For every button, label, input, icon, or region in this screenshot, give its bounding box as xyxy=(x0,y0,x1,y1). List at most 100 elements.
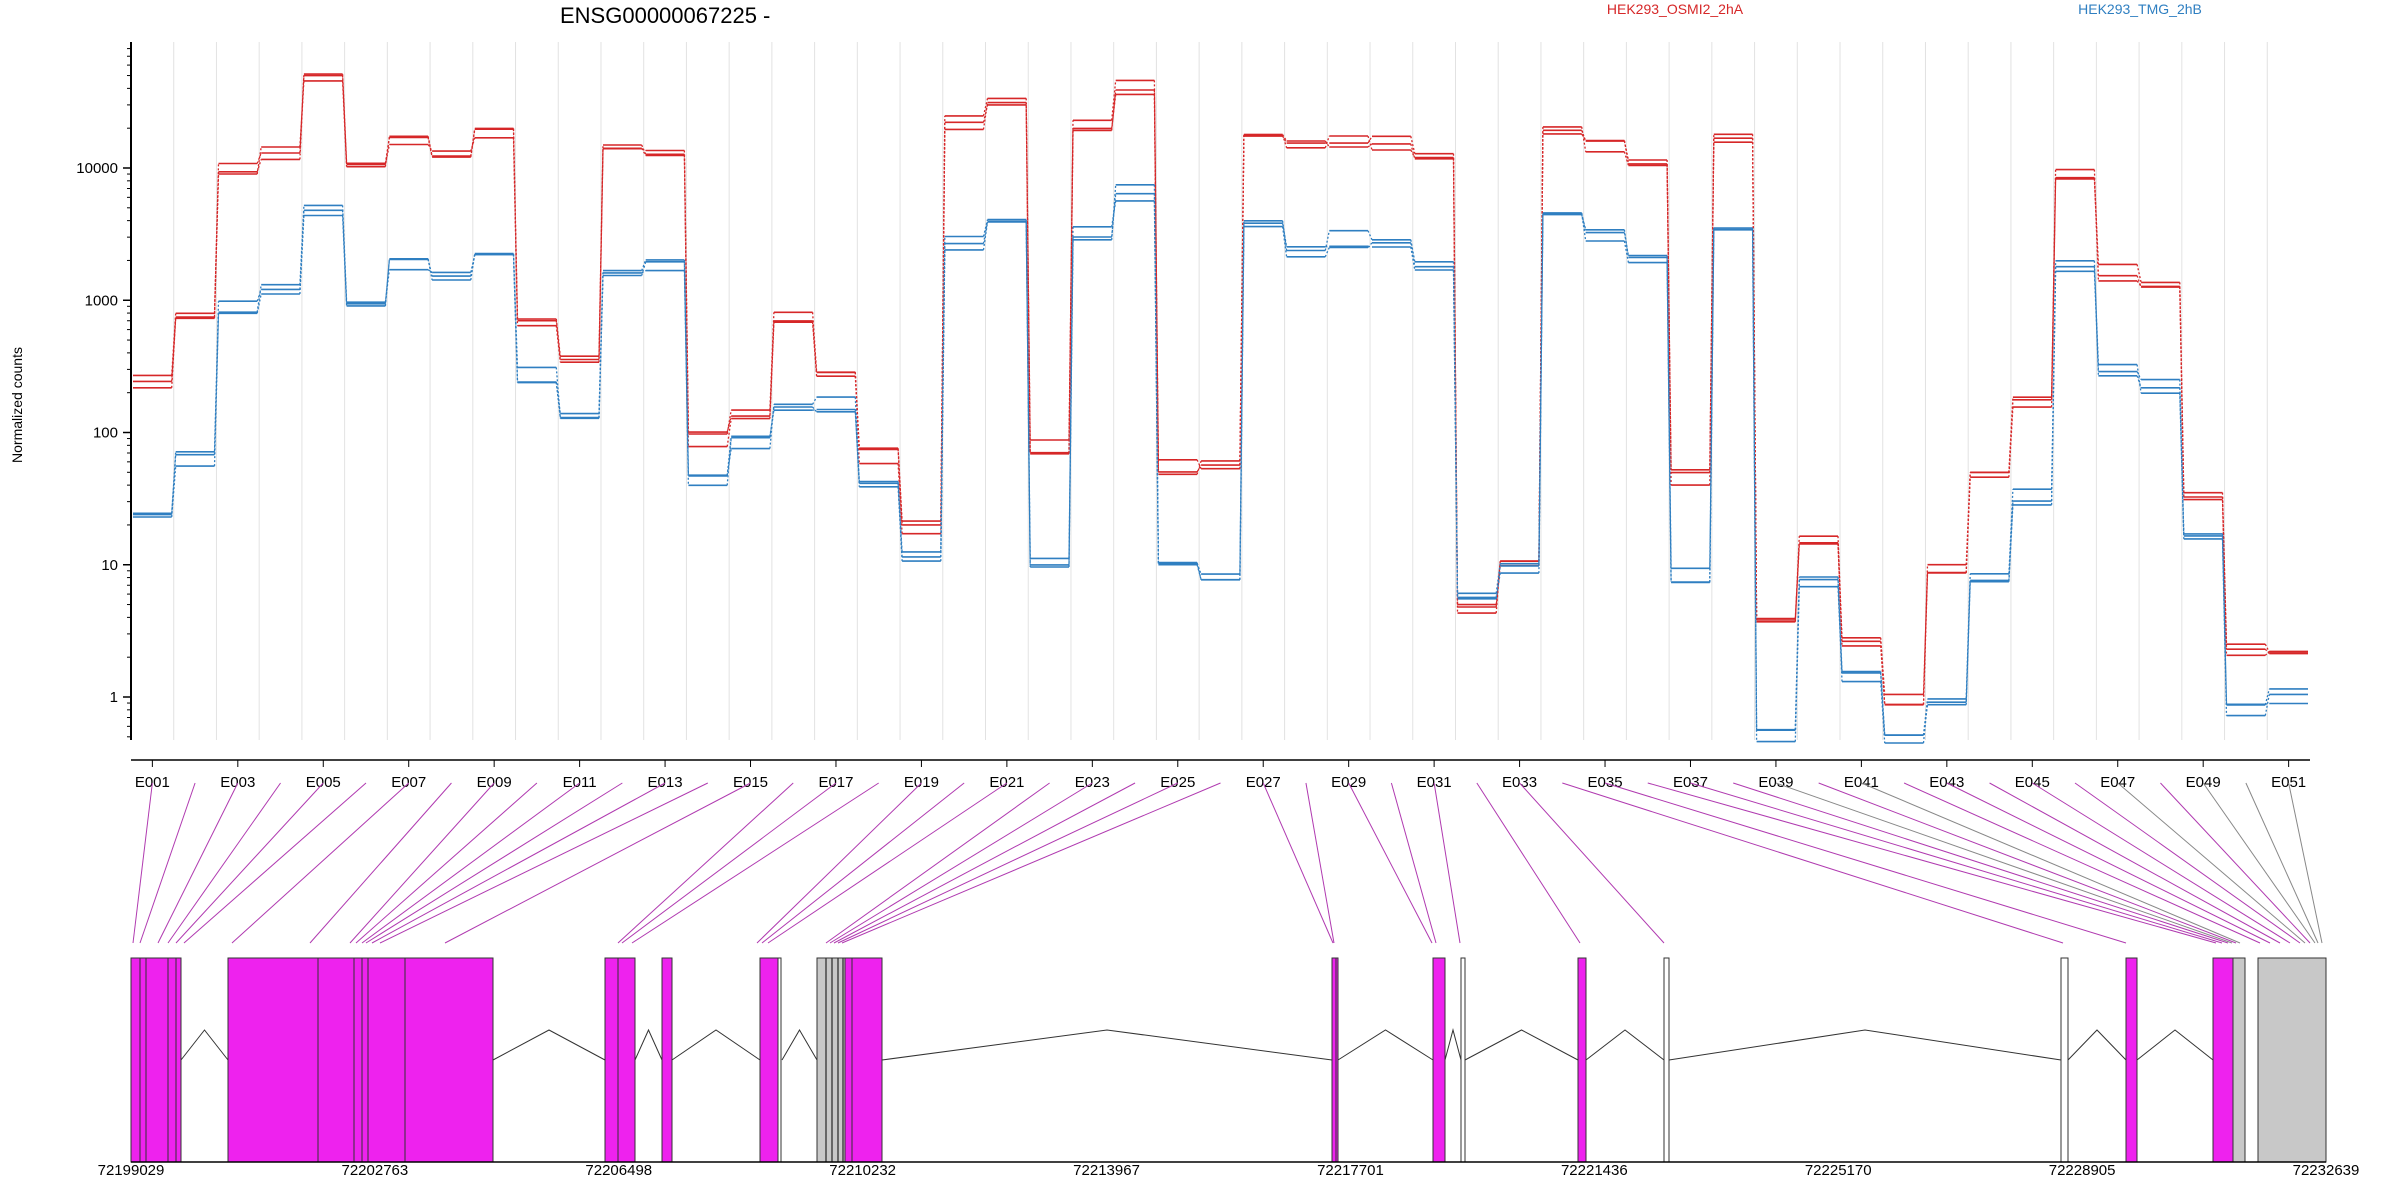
coordinate-tick-label: 72232639 xyxy=(2293,1162,2360,1179)
coordinate-tick-label: 72225170 xyxy=(1805,1162,1872,1179)
x-tick-label: E031 xyxy=(1417,774,1452,791)
exon-connector xyxy=(231,782,410,944)
exon-block xyxy=(661,957,673,1163)
x-tick-label: E001 xyxy=(135,774,170,791)
exon-connector xyxy=(829,782,1093,944)
exon-connector xyxy=(444,782,751,944)
x-tick-label: E043 xyxy=(1929,774,1964,791)
coordinate-tick-label: 72206498 xyxy=(585,1162,652,1179)
replicate-connector xyxy=(171,193,2270,744)
exon-connector xyxy=(1348,782,1433,944)
coordinate-tick-label: 72221436 xyxy=(1561,1162,1628,1179)
exon-connector xyxy=(1775,782,2233,944)
exon-block xyxy=(777,957,782,1163)
x-tick-label: E017 xyxy=(818,774,853,791)
exon-block xyxy=(2125,957,2138,1163)
x-tick-label: E045 xyxy=(2015,774,2050,791)
series-lines xyxy=(133,73,2308,744)
y-tick-label: 10000 xyxy=(76,160,118,177)
exon-block xyxy=(130,957,182,1163)
series-HEK293_OSMI2_2hA xyxy=(133,73,2308,706)
replicate-line xyxy=(133,192,2308,744)
exon-connector xyxy=(1733,782,2229,944)
exon-connector xyxy=(371,782,666,944)
intron-line xyxy=(671,1029,761,1061)
exon-connector xyxy=(167,782,281,944)
exon-connector xyxy=(2032,782,2291,944)
x-tick-label: E013 xyxy=(648,774,683,791)
exon-connector xyxy=(2202,782,2316,944)
exon-connector-lines xyxy=(132,782,2323,944)
vertical-gridlines xyxy=(173,42,2268,740)
exon-block xyxy=(2257,957,2327,1163)
exon-connector xyxy=(631,782,879,944)
replicate-line xyxy=(133,200,2308,743)
exon-block xyxy=(1331,957,1339,1163)
exon-connector xyxy=(761,782,965,944)
exon-connector xyxy=(1690,782,2223,944)
exon-connector xyxy=(2288,782,2323,944)
intron-line xyxy=(781,1029,818,1061)
exon-block xyxy=(1577,957,1587,1163)
x-tick-label: E029 xyxy=(1331,774,1366,791)
x-tick-label: E009 xyxy=(477,774,512,791)
x-tick-label: E047 xyxy=(2100,774,2135,791)
replicate-line xyxy=(133,80,2308,706)
coordinate-axis: 72199029 72202763 72206498 72210232 72213967… xyxy=(98,1161,2360,1179)
exon-connector xyxy=(2074,782,2301,944)
exon-connector xyxy=(132,782,153,944)
x-tick-label: E019 xyxy=(904,774,939,791)
gene-model xyxy=(130,957,2327,1163)
exon-connector xyxy=(1390,782,1437,944)
exon-connector xyxy=(1433,782,1461,944)
intron-line xyxy=(2136,1029,2214,1061)
exon-connector xyxy=(361,782,580,944)
exon-block xyxy=(604,957,636,1163)
exon-connector xyxy=(833,782,1136,944)
x-tick-label: E035 xyxy=(1588,774,1623,791)
coordinate-tick-label: 72199029 xyxy=(98,1162,165,1179)
x-tick-label: E005 xyxy=(306,774,341,791)
exon-connector xyxy=(2245,782,2319,944)
coordinate-tick-label: 72228905 xyxy=(2049,1162,2116,1179)
series-HEK293_TMG_2hB xyxy=(133,184,2308,744)
y-tick-label: 1 xyxy=(110,689,118,706)
x-tick-label: E003 xyxy=(220,774,255,791)
intron-line xyxy=(1585,1029,1665,1061)
intron-line xyxy=(1668,1029,2062,1061)
exon-connector xyxy=(157,782,239,944)
intron-line xyxy=(180,1029,229,1061)
exon-block xyxy=(227,957,494,1163)
exon-connector xyxy=(621,782,837,944)
x-tick-label: E037 xyxy=(1673,774,1708,791)
exon-connector xyxy=(837,782,1178,944)
replicate-line xyxy=(133,184,2308,736)
exon-connector xyxy=(355,782,538,944)
exon-connector xyxy=(175,782,324,944)
exon-connector xyxy=(1903,782,2261,944)
x-tick-label: E039 xyxy=(1758,774,1793,791)
coordinate-tick-label: 72217701 xyxy=(1317,1162,1384,1179)
exon-connector xyxy=(756,782,922,944)
x-tick-label: E033 xyxy=(1502,774,1537,791)
intron-line xyxy=(634,1028,663,1061)
axes: 1 10 100 1000 10000 E001 E003 E005 E007 E009 E011 E… xyxy=(76,42,2310,791)
replicate-connector xyxy=(171,75,2270,695)
exon-connector xyxy=(825,782,1050,944)
x-tick-label: E011 xyxy=(563,774,597,791)
exon-connector xyxy=(379,782,709,944)
exon-connector xyxy=(2160,782,2311,944)
exon-block xyxy=(851,957,883,1163)
x-tick-label: E015 xyxy=(733,774,768,791)
exon-connector xyxy=(1647,782,2217,944)
exon-connector xyxy=(1262,782,1334,944)
coordinate-tick-label: 72210232 xyxy=(829,1162,896,1179)
exon-connector xyxy=(183,782,367,944)
exon-connector xyxy=(1476,782,1581,944)
exon-connector xyxy=(1989,782,2281,944)
coordinate-tick-label: 72202763 xyxy=(342,1162,409,1179)
x-tick-label: E027 xyxy=(1246,774,1281,791)
exon-connector xyxy=(1562,782,2064,944)
exon-connector xyxy=(617,782,794,944)
exon-connector xyxy=(2117,782,2306,944)
